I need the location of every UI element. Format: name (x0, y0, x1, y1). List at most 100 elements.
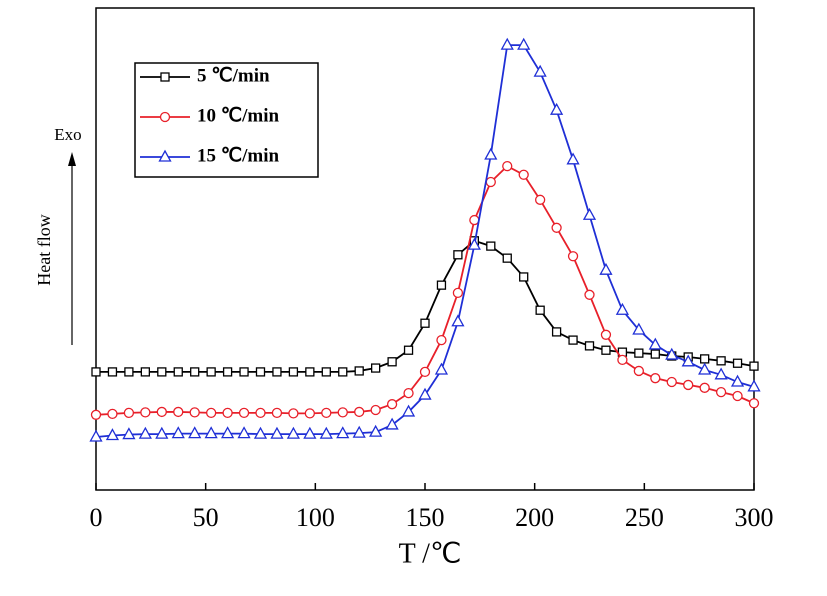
marker (91, 367, 101, 377)
marker (403, 345, 414, 355)
marker (288, 408, 299, 419)
marker (568, 335, 578, 345)
marker (123, 407, 135, 419)
marker (338, 367, 348, 377)
marker (354, 406, 365, 418)
marker (732, 358, 743, 368)
marker (467, 237, 481, 250)
marker (700, 354, 710, 364)
marker (271, 407, 283, 419)
marker (748, 398, 760, 409)
marker (617, 354, 628, 366)
marker (321, 407, 332, 419)
marker (90, 409, 102, 420)
x-tick-label: 200 (515, 503, 554, 532)
marker (107, 367, 118, 377)
marker (189, 407, 200, 418)
marker (370, 363, 381, 373)
marker (140, 407, 151, 418)
marker (732, 390, 743, 402)
marker (171, 426, 185, 439)
marker (420, 318, 430, 328)
marker (140, 367, 151, 377)
marker (749, 361, 759, 371)
marker (633, 365, 644, 377)
marker (648, 337, 662, 350)
marker (634, 348, 644, 358)
marker (683, 379, 694, 391)
marker (155, 426, 169, 439)
marker (238, 407, 250, 419)
marker (582, 207, 597, 220)
marker (188, 426, 202, 439)
marker (453, 250, 463, 260)
marker (401, 404, 416, 417)
x-tick-label: 150 (406, 503, 445, 532)
marker (89, 429, 103, 442)
marker (205, 407, 217, 419)
marker (434, 362, 449, 375)
marker (665, 347, 679, 360)
marker (222, 367, 233, 377)
marker (551, 222, 562, 233)
marker (255, 407, 266, 419)
arrow-head (68, 152, 76, 166)
marker (222, 407, 233, 419)
marker (551, 327, 562, 337)
marker (305, 367, 315, 377)
marker (502, 160, 513, 172)
legend-label: 10 ℃/min (197, 105, 279, 126)
marker (600, 329, 612, 340)
marker (354, 366, 364, 376)
marker (319, 426, 333, 439)
marker (122, 427, 136, 440)
marker (158, 149, 172, 162)
marker (288, 367, 299, 377)
marker (160, 72, 170, 82)
marker (650, 349, 660, 359)
marker (369, 424, 383, 437)
marker (699, 382, 710, 393)
marker (173, 367, 183, 377)
marker (715, 387, 727, 398)
marker (485, 176, 496, 188)
marker (107, 408, 118, 419)
marker (419, 366, 431, 378)
marker (601, 345, 611, 355)
marker (599, 262, 613, 275)
marker (321, 367, 331, 377)
legend-label: 15 ℃/min (197, 145, 279, 166)
annotation: Exo (54, 125, 81, 144)
marker (255, 367, 266, 377)
marker (584, 289, 595, 300)
marker (451, 314, 465, 327)
marker (337, 407, 348, 418)
x-tick-label: 50 (193, 503, 219, 532)
marker (157, 367, 167, 377)
marker (253, 426, 268, 439)
x-tick-label: 300 (735, 503, 774, 532)
y-axis-label: Heat flow (34, 214, 54, 285)
marker (221, 426, 235, 439)
marker (452, 287, 464, 299)
marker (502, 253, 512, 263)
marker (138, 426, 152, 439)
marker (190, 367, 200, 377)
marker (237, 426, 251, 439)
marker (518, 169, 529, 180)
marker (403, 387, 414, 399)
marker (105, 428, 120, 441)
marker (716, 356, 726, 366)
marker (304, 408, 316, 419)
legend-label: 5 ℃/min (197, 65, 270, 86)
marker (436, 280, 447, 290)
marker (386, 399, 398, 410)
marker (204, 426, 218, 439)
marker (550, 102, 564, 115)
marker (566, 152, 580, 165)
marker (584, 341, 595, 351)
marker (159, 111, 171, 123)
marker (436, 334, 447, 346)
x-tick-label: 0 (90, 503, 103, 532)
